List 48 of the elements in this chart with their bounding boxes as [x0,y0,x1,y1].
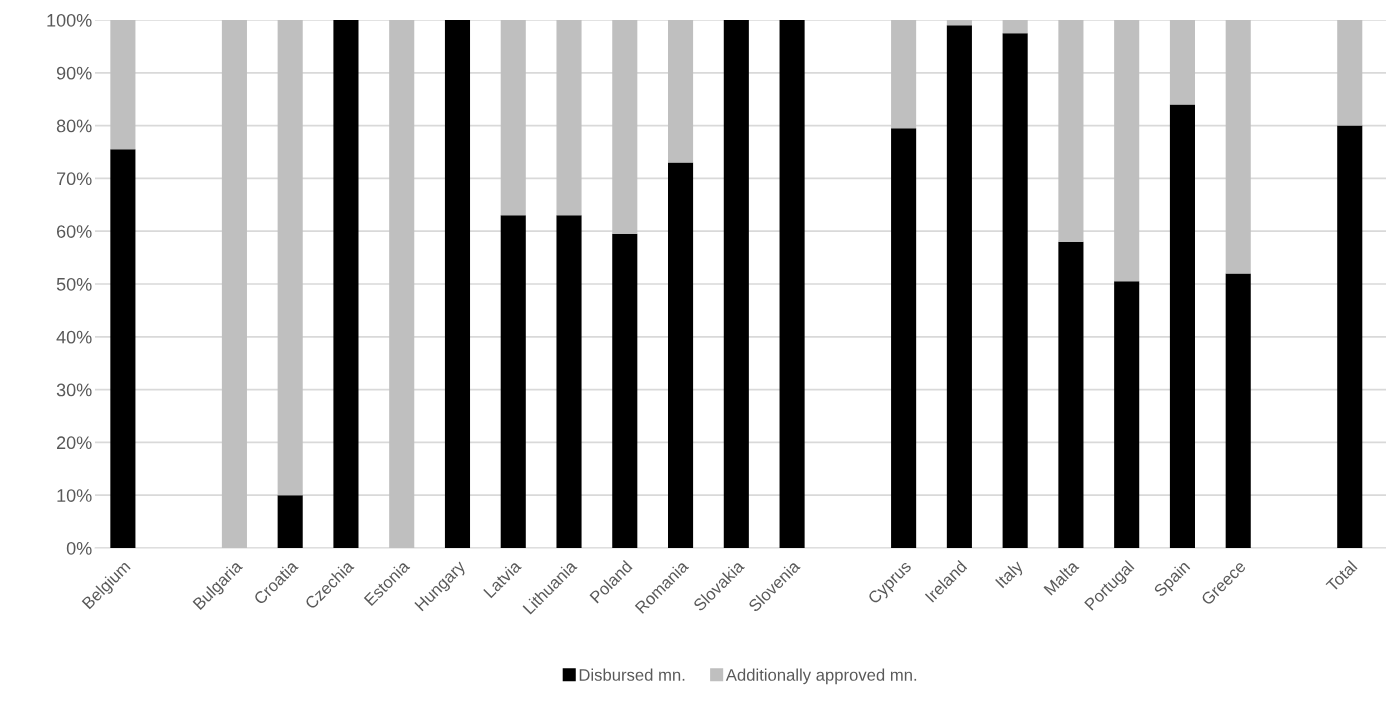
y-tick-label: 90% [56,66,92,80]
x-tick-label: Italy [994,559,1027,591]
bar [1114,20,1140,282]
bar [1169,20,1195,105]
y-tick-label: 40% [56,330,92,344]
bar [500,20,526,216]
bar [333,20,359,548]
legend-label: Additionally approved mn. [725,668,917,685]
bar [612,233,638,548]
y-tick-label: 100% [47,13,92,27]
bar [1225,20,1251,274]
legend-label: Disbursed mn. [579,668,685,681]
bar [1337,20,1363,126]
bar [779,20,805,548]
bar [946,25,972,548]
bar [1058,241,1084,548]
bar [389,20,415,548]
bar [723,20,749,548]
bar [668,162,694,548]
bar [1225,273,1251,548]
bar [946,20,972,26]
y-tick-label: 50% [56,277,92,291]
bar [1002,20,1028,34]
y-tick-label: 20% [56,436,92,450]
y-tick-label: 60% [57,225,92,238]
bar [444,20,471,548]
bar [891,128,917,548]
bar [1114,281,1140,548]
bar [612,20,638,234]
bar [1058,20,1084,242]
bar [500,215,526,548]
bar [110,20,136,150]
bar [1337,125,1363,548]
bar [1002,33,1028,548]
y-tick-label: 70% [57,172,92,186]
bar [556,20,582,216]
bar [668,20,694,163]
y-tick-label: 30% [56,383,92,397]
y-tick-label: 10% [57,489,92,502]
bar [277,495,303,548]
bar [556,215,582,548]
bar [277,20,303,496]
y-tick-label: 0% [66,541,92,555]
bar [221,20,247,548]
bar [1169,104,1195,548]
bar [891,20,917,129]
bar [110,149,136,548]
y-tick-label: 80% [56,119,92,133]
